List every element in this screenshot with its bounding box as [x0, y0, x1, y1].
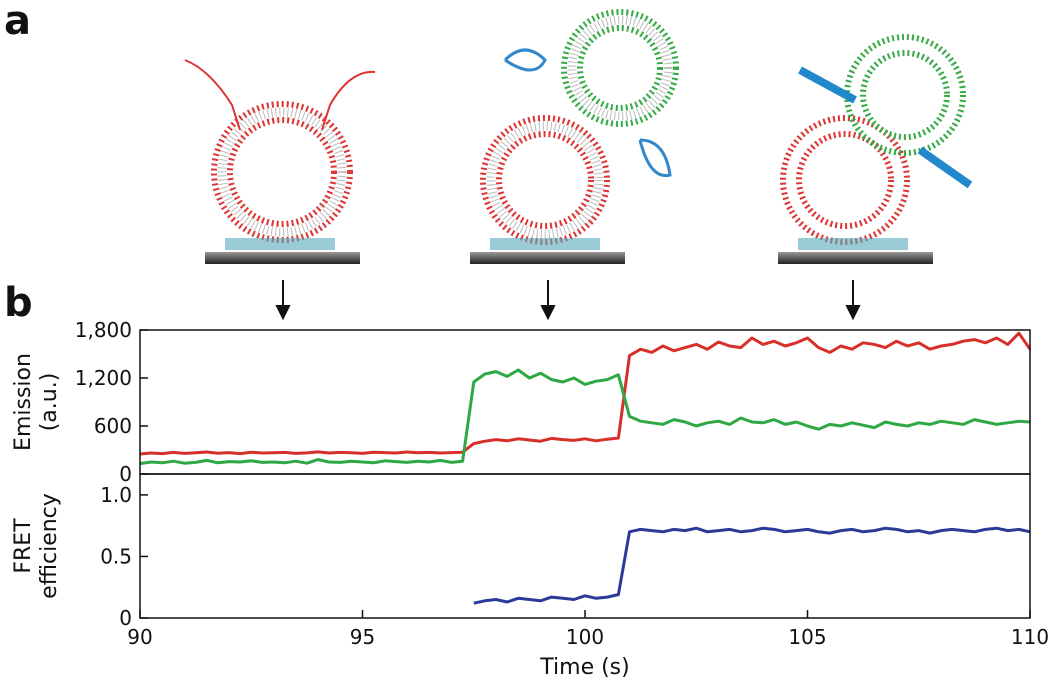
y-tick-label: 600	[94, 414, 132, 438]
panel-label: b	[4, 280, 33, 326]
y-tick-label: 1,800	[75, 318, 132, 342]
x-tick-label: 105	[788, 625, 826, 649]
x-axis-label: Time (s)	[539, 655, 629, 680]
illustration	[184, 9, 973, 264]
data-line	[139, 368, 1031, 466]
y-axis-label: Emission	[11, 353, 36, 451]
y-axis-label: (a.u.)	[37, 373, 62, 432]
x-tick-label: 90	[127, 625, 152, 649]
y-tick-label: 1.0	[100, 483, 132, 507]
y-tick-label: 1,200	[75, 366, 132, 390]
data-line	[139, 331, 1032, 456]
y-tick-label: 0.5	[100, 544, 132, 568]
y-axis-label: efficiency	[37, 493, 62, 599]
y-tick-label: 0	[119, 462, 132, 486]
plot-frame	[139, 473, 1031, 619]
data-line	[473, 526, 1031, 605]
x-tick-label: 100	[566, 625, 604, 649]
y-tick-label: 0	[119, 606, 132, 630]
x-tick-label: 110	[1011, 625, 1049, 649]
arrows	[275, 280, 861, 321]
panel-label: a	[4, 0, 31, 44]
y-axis-label: FRET	[11, 518, 36, 574]
x-tick-label: 95	[350, 625, 375, 649]
